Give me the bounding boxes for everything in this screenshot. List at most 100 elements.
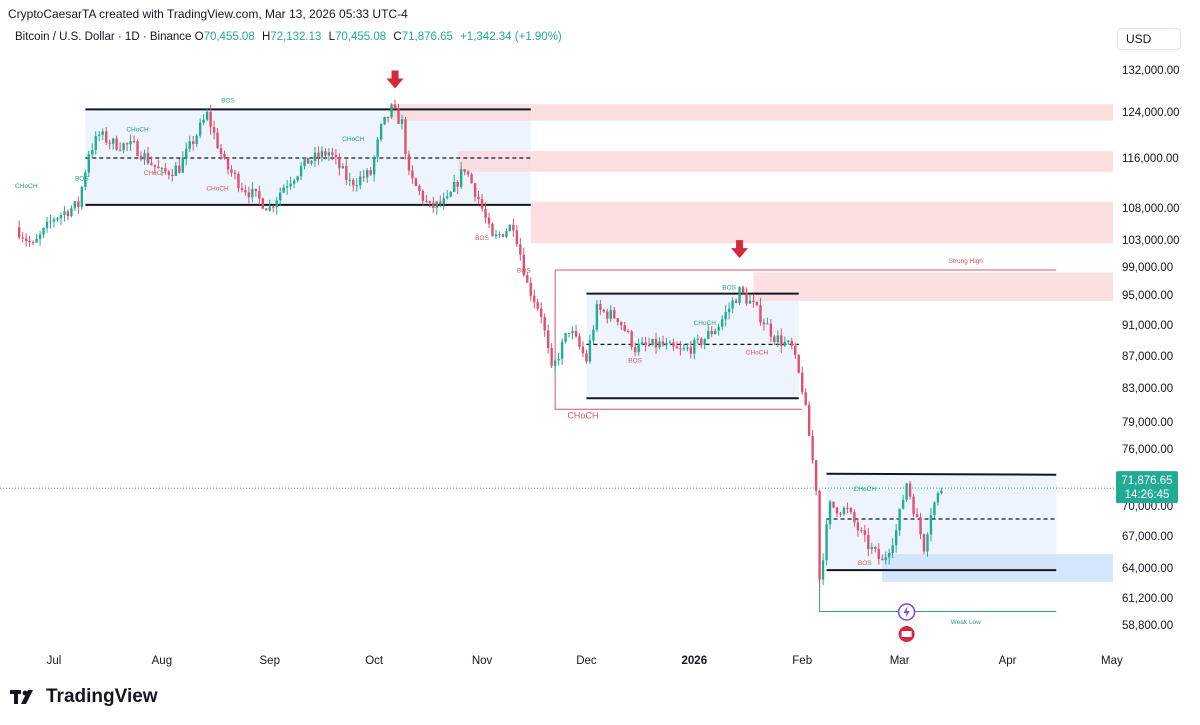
candle — [752, 293, 755, 308]
candle — [421, 189, 425, 206]
candle — [376, 136, 379, 163]
candle — [306, 157, 310, 164]
candle — [807, 401, 811, 436]
candle — [265, 207, 268, 211]
candle — [459, 161, 463, 189]
structure-label-16: Strong High — [949, 258, 984, 265]
candle — [658, 337, 661, 350]
candle — [794, 342, 797, 360]
time-tick-label: 2026 — [682, 655, 708, 667]
candle — [390, 103, 393, 119]
candle — [540, 302, 543, 324]
candle — [63, 205, 66, 222]
candle — [35, 234, 38, 243]
candle — [581, 341, 585, 357]
price-tick-label: 79,000.00 — [1122, 417, 1173, 429]
candle — [884, 551, 887, 565]
candle — [129, 134, 132, 151]
candle — [157, 159, 160, 169]
candle — [446, 190, 449, 200]
candle — [860, 527, 863, 534]
candle — [536, 298, 539, 311]
structure-label-10: BOS — [722, 284, 736, 291]
price-tick-label: 76,000.00 — [1122, 444, 1173, 456]
candle — [453, 174, 456, 193]
candle — [578, 333, 581, 350]
structure-label-0: BOS — [221, 98, 235, 105]
tradingview-logo[interactable]: TradingView — [10, 686, 158, 708]
candle — [724, 305, 727, 327]
candle — [56, 216, 59, 222]
candle — [501, 233, 505, 238]
candle — [355, 178, 358, 192]
candle — [787, 339, 790, 345]
candle — [863, 525, 867, 543]
currency-selector[interactable]: USD — [1117, 28, 1181, 50]
candle — [599, 299, 602, 315]
candle — [94, 131, 97, 155]
candle — [237, 171, 240, 193]
structure-label-4: CHoCH — [342, 136, 365, 143]
candle — [543, 313, 546, 337]
time-tick-label: Sep — [260, 655, 280, 667]
candle — [894, 524, 898, 553]
structure-label-8: BOS — [517, 268, 531, 275]
candle — [303, 157, 306, 170]
ohlc-low-key: L — [328, 31, 336, 43]
price-tick-label: 61,200.00 — [1122, 593, 1173, 605]
candle — [512, 218, 515, 237]
range-fill-0 — [85, 109, 531, 205]
candle — [526, 272, 529, 283]
structure-label-5: CHoCH — [144, 170, 167, 177]
price-tick-label: 70,000.00 — [1122, 501, 1173, 513]
candle — [313, 146, 317, 167]
candle — [21, 232, 24, 243]
candle — [198, 118, 202, 139]
candle — [783, 336, 786, 348]
candle — [491, 222, 494, 237]
candle — [644, 336, 647, 352]
candle — [466, 170, 470, 177]
candle — [734, 298, 738, 304]
candle — [317, 146, 320, 165]
supply-zone-1 — [457, 151, 1113, 172]
structure-label-13: CHoCH — [746, 349, 769, 356]
candle — [87, 150, 90, 178]
candle — [98, 131, 101, 142]
tradingview-logo-icon — [10, 690, 33, 704]
price-axis[interactable]: 132,000.00 124,000.00 116,000.00 108,000.00… — [1122, 65, 1180, 632]
candle — [418, 184, 421, 196]
candle — [675, 341, 679, 349]
candle — [345, 159, 348, 186]
candle — [122, 142, 125, 154]
candle — [272, 205, 275, 213]
current-price-badge — [1116, 471, 1178, 504]
candle — [720, 315, 724, 331]
candle — [738, 286, 741, 305]
time-axis[interactable]: Jul Aug Sep Oct Nov Dec 2026 Feb Mar Apr May — [47, 655, 1123, 667]
candle — [487, 212, 491, 229]
candle — [24, 233, 28, 247]
symbol-name: Bitcoin / U.S. Dollar · 1D · Binance — [15, 31, 192, 43]
range-top-line-2 — [826, 472, 1057, 476]
candle — [369, 167, 372, 176]
candle — [296, 175, 299, 183]
price-tick-label: 99,000.00 — [1122, 262, 1173, 274]
candle — [101, 128, 104, 141]
candle — [310, 160, 313, 166]
candle — [508, 223, 512, 232]
ohlc-close-value: 71,876.65 — [401, 31, 453, 43]
lightning-icon — [903, 606, 910, 618]
range-fill-1 — [586, 293, 799, 399]
candle — [814, 459, 818, 496]
candle — [668, 340, 672, 344]
time-tick-label: Jul — [47, 655, 62, 667]
demand-zone-0 — [882, 554, 1113, 582]
candle — [442, 192, 445, 210]
candle — [835, 507, 839, 518]
candle — [769, 319, 773, 343]
candle — [696, 334, 699, 345]
candle — [919, 512, 922, 540]
time-tick-label: May — [1101, 655, 1123, 667]
